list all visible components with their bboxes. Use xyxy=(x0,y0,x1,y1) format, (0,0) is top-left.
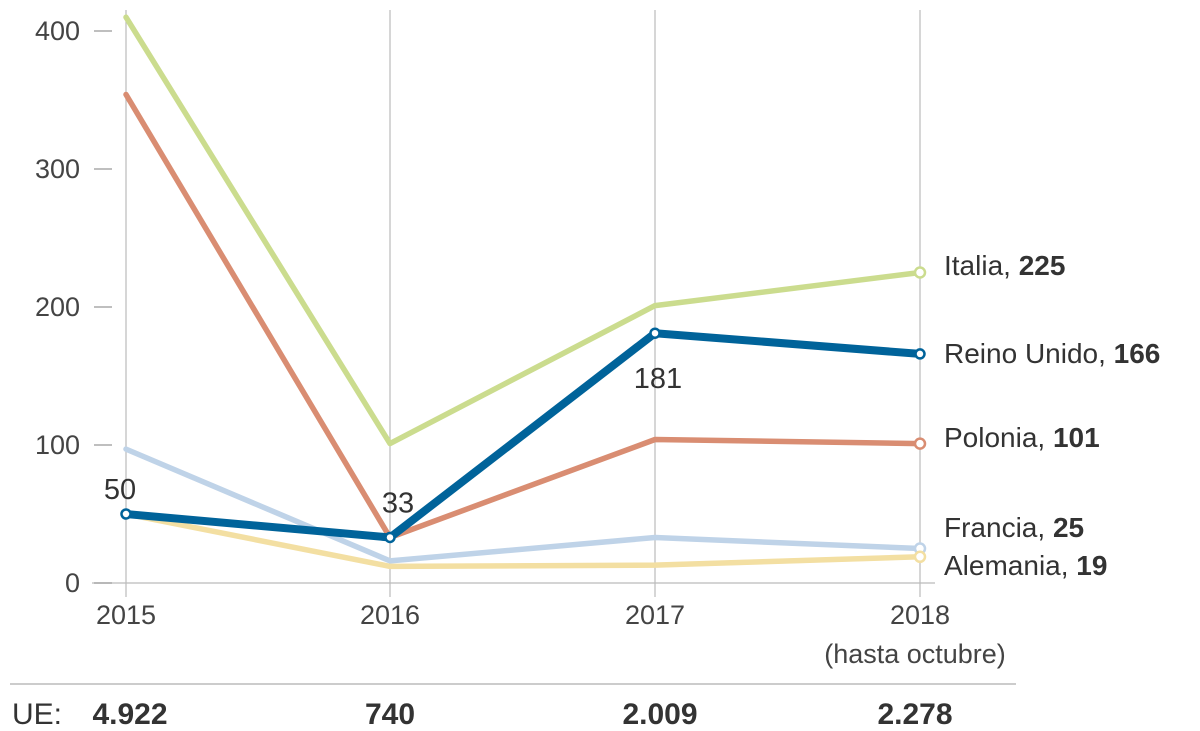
series-label-value: 225 xyxy=(1019,250,1066,281)
series-label-alemania: Alemania, 19 xyxy=(944,550,1107,581)
footer-value: 2.009 xyxy=(622,698,697,731)
series-line-polonia xyxy=(123,91,923,541)
series-line-alemania xyxy=(123,511,923,570)
series-label-name: Francia, xyxy=(944,512,1053,543)
series-label-polonia: Polonia, 101 xyxy=(944,422,1100,453)
point-marker-alemania xyxy=(913,550,927,564)
x-tick-label: 2015 xyxy=(96,600,156,630)
x-tick-label: 2017 xyxy=(625,600,685,630)
x-tick-label: 2018 xyxy=(890,600,950,630)
x-axis: 2015 2016 2017 2018 (hasta octubre) xyxy=(96,600,1006,669)
footer-label: UE: xyxy=(12,698,62,731)
eu-totals-footer: UE: 4.922 740 2.009 2.278 xyxy=(10,683,1016,731)
y-tick-label: 300 xyxy=(35,154,80,184)
series-lines xyxy=(122,14,924,570)
point-marker-reino-unido xyxy=(649,327,661,339)
footer-value: 740 xyxy=(365,698,415,731)
series-label-reino-unido: Reino Unido, 166 xyxy=(944,338,1160,369)
series-label-name: Alemania, xyxy=(944,550,1076,581)
end-markers xyxy=(120,266,927,564)
gridlines xyxy=(92,10,935,597)
point-marker-italia xyxy=(913,266,927,279)
y-tick-label: 400 xyxy=(35,16,80,46)
x-tick-note: (hasta octubre) xyxy=(824,639,1006,669)
series-label-name: Polonia, xyxy=(944,422,1053,453)
point-marker-reino-unido xyxy=(384,531,396,544)
data-label: 181 xyxy=(634,363,682,395)
footer-value: 2.278 xyxy=(877,698,952,731)
point-marker-reino-unido xyxy=(120,508,132,520)
data-label: 33 xyxy=(382,487,414,519)
series-line-reino-unido xyxy=(122,329,924,542)
series-label-italia: Italia, 225 xyxy=(944,250,1065,281)
series-label-value: 19 xyxy=(1076,550,1107,581)
series-label-name: Reino Unido, xyxy=(944,338,1114,369)
y-axis: 0 100 200 300 400 xyxy=(35,16,112,598)
series-label-value: 101 xyxy=(1053,422,1100,453)
series-label-value: 25 xyxy=(1053,512,1084,543)
series-label-value: 166 xyxy=(1114,338,1161,369)
y-tick-label: 100 xyxy=(35,430,80,460)
y-tick-label: 200 xyxy=(35,292,80,322)
point-marker-reino-unido xyxy=(914,348,926,360)
series-label-name: Italia, xyxy=(944,250,1019,281)
x-tick-label: 2016 xyxy=(360,600,420,630)
data-label: 50 xyxy=(104,474,136,506)
footer-value: 4.922 xyxy=(92,698,167,731)
series-label-francia: Francia, 25 xyxy=(944,512,1084,543)
point-marker-polonia xyxy=(913,437,927,450)
series-line-francia xyxy=(123,446,923,564)
y-tick-label: 0 xyxy=(65,568,80,598)
data-labels: 50 33 181 xyxy=(104,363,682,519)
series-labels: Italia, 225 Polonia, 101 Francia, 25 Aleman… xyxy=(944,250,1160,581)
series-line-italia xyxy=(123,14,923,447)
